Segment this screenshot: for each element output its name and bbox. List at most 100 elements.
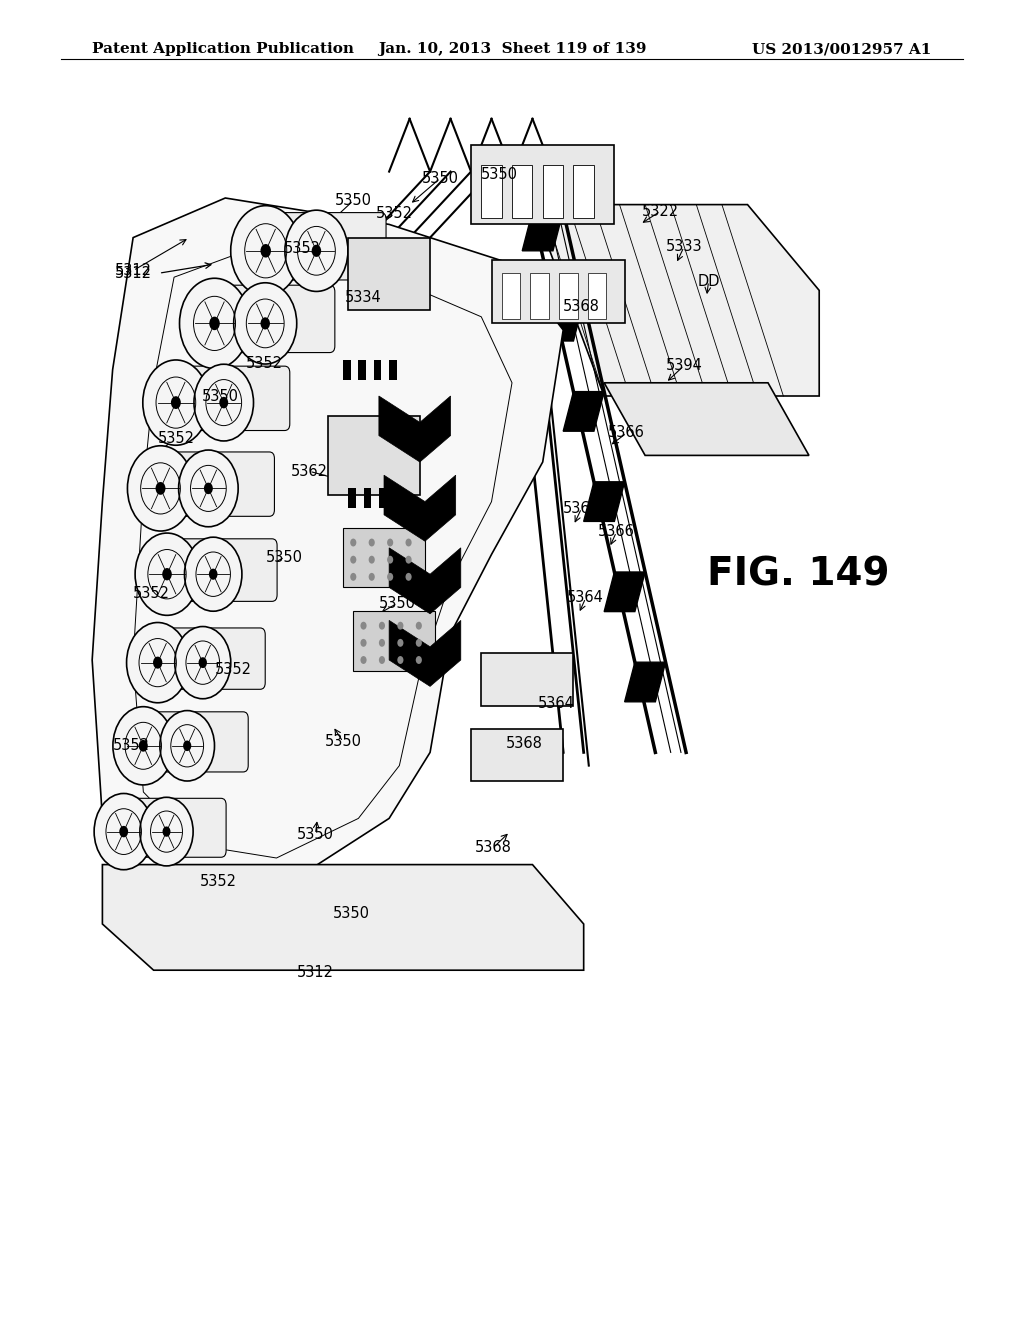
Text: 5350: 5350 — [297, 826, 334, 842]
Text: 5364: 5364 — [563, 500, 600, 516]
Circle shape — [260, 244, 271, 257]
Circle shape — [204, 483, 213, 494]
Bar — [502, 273, 520, 319]
Circle shape — [94, 793, 154, 870]
Text: FIG. 149: FIG. 149 — [708, 556, 890, 593]
FancyBboxPatch shape — [348, 238, 430, 310]
Bar — [374, 360, 381, 380]
Text: Patent Application Publication: Patent Application Publication — [92, 42, 354, 57]
Circle shape — [387, 573, 393, 581]
Text: DD: DD — [697, 273, 720, 289]
Text: 5312: 5312 — [115, 263, 152, 279]
Text: 5352: 5352 — [158, 430, 195, 446]
Text: 5350: 5350 — [379, 595, 416, 611]
Circle shape — [127, 623, 188, 702]
Circle shape — [138, 741, 147, 751]
Circle shape — [387, 556, 393, 564]
Text: 5350: 5350 — [335, 193, 372, 209]
Circle shape — [379, 622, 385, 630]
Circle shape — [416, 656, 422, 664]
Text: 5352: 5352 — [200, 874, 237, 890]
Circle shape — [397, 639, 403, 647]
Circle shape — [230, 206, 301, 296]
Circle shape — [350, 556, 356, 564]
Text: 5350: 5350 — [422, 170, 459, 186]
Bar — [358, 360, 367, 380]
Bar — [364, 488, 372, 508]
Bar — [559, 273, 578, 319]
Circle shape — [142, 360, 209, 445]
Circle shape — [260, 317, 270, 330]
Circle shape — [156, 482, 166, 495]
Text: 5352: 5352 — [215, 661, 252, 677]
Polygon shape — [604, 572, 645, 611]
FancyBboxPatch shape — [123, 799, 226, 857]
Bar — [348, 488, 356, 508]
Polygon shape — [379, 396, 451, 462]
Circle shape — [360, 639, 367, 647]
Circle shape — [179, 279, 250, 368]
Bar — [353, 611, 435, 671]
Circle shape — [160, 710, 214, 781]
Circle shape — [369, 573, 375, 581]
Circle shape — [140, 797, 194, 866]
FancyBboxPatch shape — [214, 285, 335, 352]
Circle shape — [194, 364, 254, 441]
Text: 5352: 5352 — [376, 206, 413, 222]
Circle shape — [127, 446, 194, 531]
Polygon shape — [92, 198, 563, 884]
Circle shape — [219, 397, 228, 408]
FancyBboxPatch shape — [166, 539, 278, 602]
Circle shape — [379, 656, 385, 664]
Text: 5334: 5334 — [345, 289, 382, 305]
Bar — [394, 488, 401, 508]
Polygon shape — [389, 548, 461, 614]
Bar — [588, 273, 606, 319]
FancyBboxPatch shape — [492, 260, 625, 323]
Polygon shape — [584, 482, 625, 521]
Polygon shape — [543, 301, 584, 341]
Circle shape — [369, 539, 375, 546]
Text: 5352: 5352 — [284, 240, 321, 256]
FancyBboxPatch shape — [175, 366, 290, 430]
Circle shape — [406, 539, 412, 546]
Polygon shape — [563, 392, 604, 432]
Text: 5350: 5350 — [266, 549, 303, 565]
Text: 5364: 5364 — [538, 696, 574, 711]
Circle shape — [162, 568, 172, 581]
Circle shape — [113, 706, 174, 785]
FancyBboxPatch shape — [265, 213, 386, 280]
Circle shape — [360, 656, 367, 664]
FancyBboxPatch shape — [471, 145, 614, 224]
Text: Jan. 10, 2013  Sheet 119 of 139: Jan. 10, 2013 Sheet 119 of 139 — [378, 42, 646, 57]
Circle shape — [178, 450, 239, 527]
Bar — [389, 360, 397, 380]
Circle shape — [209, 569, 217, 579]
Text: 5350: 5350 — [481, 166, 518, 182]
Text: 5368: 5368 — [506, 735, 543, 751]
Text: 5333: 5333 — [666, 239, 702, 255]
Circle shape — [369, 556, 375, 564]
Bar — [512, 165, 532, 218]
Text: 5322: 5322 — [642, 203, 679, 219]
Circle shape — [387, 539, 393, 546]
Circle shape — [406, 573, 412, 581]
Polygon shape — [604, 383, 809, 455]
Text: 5352: 5352 — [113, 738, 150, 754]
Circle shape — [406, 556, 412, 564]
Polygon shape — [389, 620, 461, 686]
Text: 5362: 5362 — [291, 463, 328, 479]
Circle shape — [163, 826, 170, 837]
Circle shape — [183, 741, 191, 751]
Polygon shape — [625, 663, 666, 702]
Circle shape — [285, 210, 348, 292]
FancyBboxPatch shape — [142, 711, 248, 772]
Polygon shape — [522, 211, 563, 251]
Text: 5312: 5312 — [115, 265, 152, 281]
Text: 5368: 5368 — [563, 298, 600, 314]
Circle shape — [416, 622, 422, 630]
Text: 5366: 5366 — [598, 524, 635, 540]
Text: 5394: 5394 — [666, 358, 702, 374]
Bar — [343, 528, 425, 587]
Text: 5352: 5352 — [246, 355, 283, 371]
